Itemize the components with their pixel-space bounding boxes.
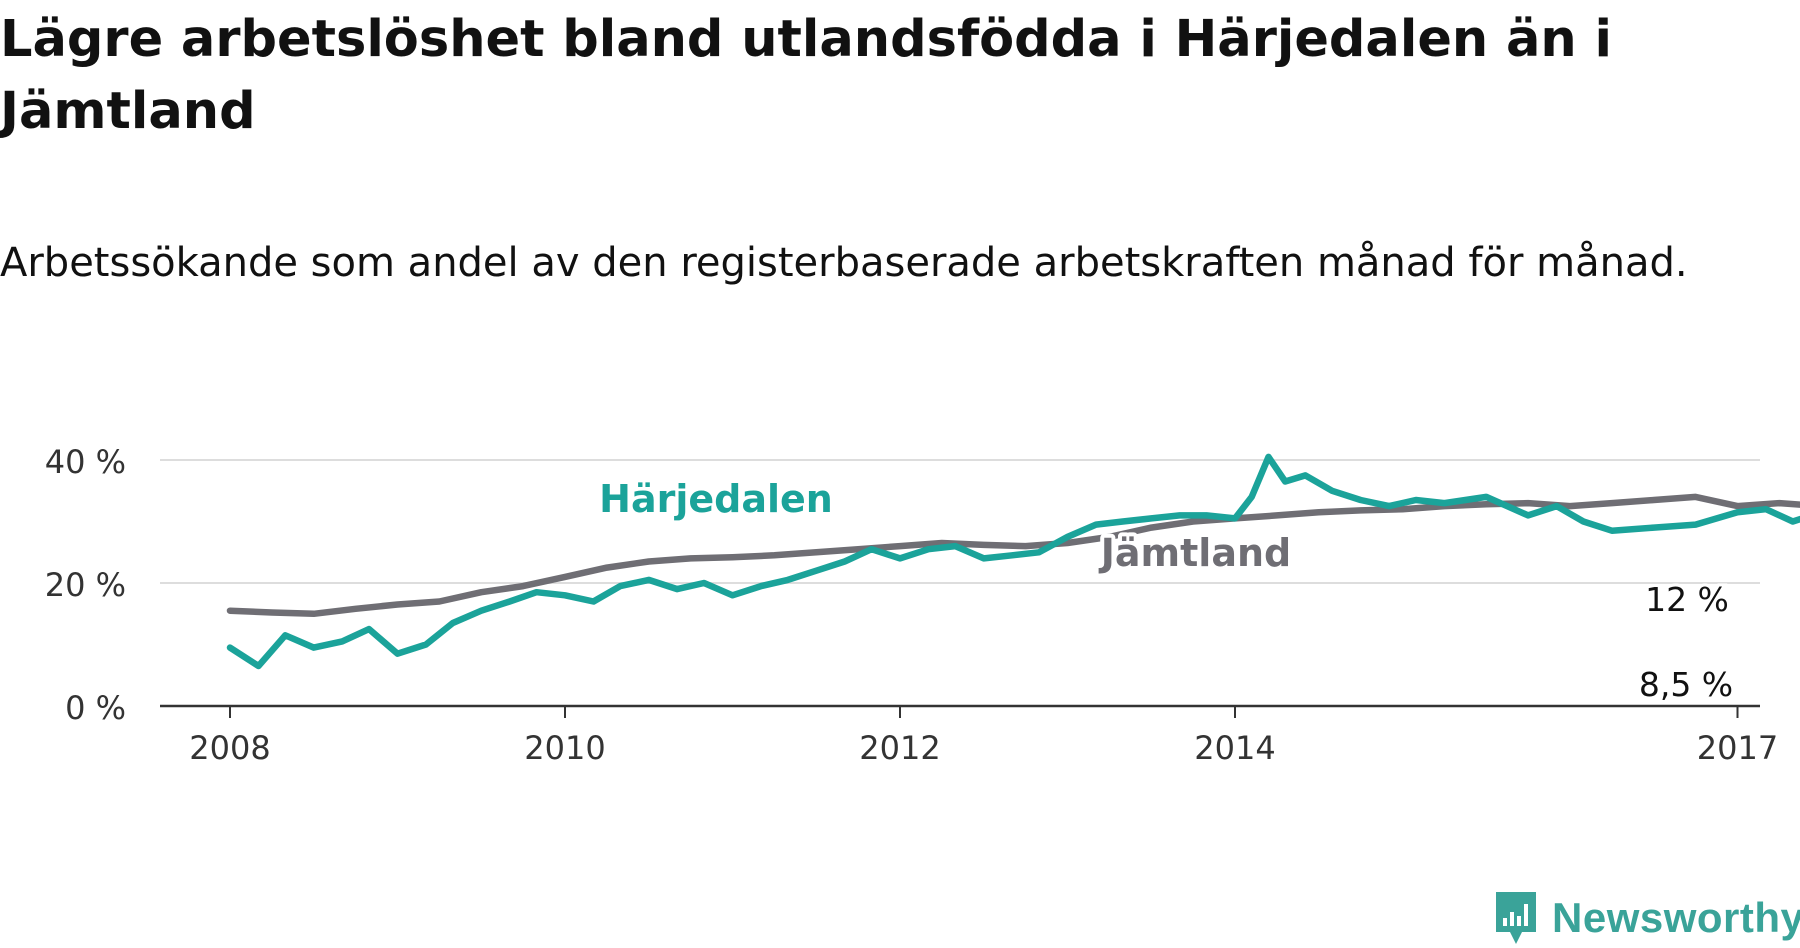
- x-tick-label: 2012: [859, 729, 940, 767]
- x-tick-label: 2008: [189, 729, 270, 767]
- series-line-1: [226, 453, 1800, 670]
- end-value-label: 12 %: [1645, 580, 1729, 619]
- newsworthy-logo-icon: [1496, 892, 1536, 944]
- series-line-0: [226, 493, 1800, 618]
- x-tick-label: 2017: [1697, 729, 1778, 767]
- y-tick-label: 40 %: [45, 443, 126, 481]
- x-tick-label: 2014: [1194, 729, 1275, 767]
- chart-title: Lägre arbetslöshet bland utlandsfödda i …: [0, 10, 1612, 141]
- y-tick-label: 20 %: [45, 566, 126, 604]
- chart-subtitle: Arbetssökande som andel av den registerb…: [0, 240, 1688, 286]
- y-tick-label: 0 %: [65, 689, 126, 727]
- end-value-label: 8,5 %: [1639, 665, 1733, 704]
- x-tick-label: 2010: [524, 729, 605, 767]
- series-label: Härjedalen: [599, 477, 833, 521]
- series-label: Jämtland: [1098, 531, 1291, 575]
- brand-name: Newsworthy: [1552, 894, 1800, 941]
- brand[interactable]: Newsworthy: [1492, 888, 1800, 948]
